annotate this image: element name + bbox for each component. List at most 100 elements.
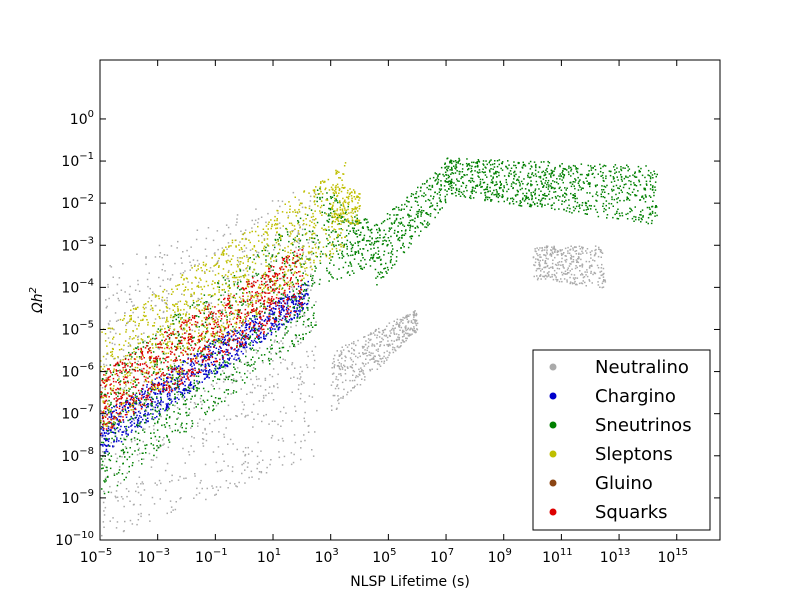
- data-point: [393, 332, 395, 334]
- data-point: [105, 476, 108, 479]
- data-point: [115, 440, 118, 443]
- data-point: [164, 270, 166, 272]
- data-point: [235, 300, 237, 302]
- data-point: [380, 258, 382, 261]
- data-point: [583, 209, 585, 211]
- data-point: [364, 376, 366, 378]
- data-point: [461, 176, 463, 178]
- data-point: [252, 403, 255, 406]
- data-point: [155, 304, 157, 307]
- data-point: [473, 180, 475, 183]
- data-point: [140, 373, 143, 375]
- data-point: [595, 185, 597, 188]
- data-point: [415, 322, 417, 325]
- data-point: [296, 292, 298, 294]
- data-point: [306, 239, 308, 241]
- data-point: [195, 387, 198, 389]
- data-point: [409, 224, 412, 226]
- data-point: [168, 439, 170, 441]
- data-point: [233, 366, 235, 368]
- data-point: [131, 356, 133, 358]
- data-point: [240, 388, 242, 390]
- data-point: [393, 328, 395, 330]
- data-point: [358, 234, 361, 236]
- data-point: [312, 279, 315, 282]
- data-point: [414, 227, 417, 229]
- data-point: [132, 392, 134, 394]
- data-point: [301, 254, 304, 257]
- data-point: [566, 273, 568, 275]
- data-point: [647, 169, 650, 172]
- data-point: [338, 366, 340, 368]
- data-point: [482, 160, 485, 162]
- data-point: [154, 422, 156, 425]
- data-point: [251, 284, 254, 286]
- data-point: [337, 359, 339, 361]
- data-point: [377, 363, 379, 365]
- data-point: [641, 209, 644, 211]
- data-point: [194, 343, 196, 345]
- data-point: [626, 197, 629, 199]
- data-point: [541, 182, 543, 184]
- data-point: [130, 431, 133, 433]
- data-point: [347, 205, 349, 208]
- data-point: [305, 284, 308, 286]
- data-point: [263, 335, 265, 338]
- data-point: [595, 208, 597, 211]
- data-point: [216, 330, 219, 332]
- data-point: [260, 340, 263, 343]
- data-point: [245, 341, 247, 343]
- data-point: [271, 254, 274, 256]
- data-point: [350, 265, 353, 267]
- data-point: [364, 336, 366, 338]
- data-point: [437, 175, 439, 178]
- data-point: [590, 169, 593, 171]
- data-point: [556, 279, 559, 281]
- data-point: [211, 431, 213, 433]
- data-point: [216, 354, 218, 356]
- data-point: [378, 331, 380, 333]
- data-point: [190, 381, 192, 383]
- data-point: [216, 230, 219, 232]
- data-point: [141, 391, 143, 393]
- data-point: [381, 272, 383, 274]
- data-point: [131, 386, 133, 388]
- data-point: [247, 462, 249, 464]
- data-point: [554, 250, 556, 252]
- data-point: [251, 219, 253, 222]
- data-point: [249, 257, 251, 259]
- data-point: [570, 257, 573, 260]
- data-point: [115, 392, 117, 394]
- data-point: [280, 313, 282, 316]
- data-point: [155, 333, 157, 335]
- data-point: [197, 425, 199, 427]
- data-point: [158, 412, 161, 415]
- data-point: [414, 200, 417, 202]
- data-point: [311, 396, 314, 398]
- data-point: [424, 183, 426, 185]
- data-point: [488, 196, 491, 199]
- data-point: [291, 363, 293, 366]
- data-point: [395, 339, 398, 341]
- data-point: [335, 244, 337, 247]
- data-point: [249, 311, 252, 314]
- data-point: [229, 418, 232, 420]
- data-point: [331, 276, 333, 278]
- data-point: [437, 181, 439, 183]
- data-point: [389, 228, 391, 231]
- data-point: [353, 341, 355, 343]
- data-point: [378, 257, 380, 259]
- data-point: [140, 515, 142, 518]
- data-point: [455, 184, 457, 186]
- data-point: [465, 184, 468, 187]
- data-point: [516, 189, 519, 192]
- data-point: [226, 418, 228, 421]
- data-point: [398, 325, 400, 327]
- data-point: [160, 398, 162, 400]
- data-point: [109, 459, 112, 462]
- series-chargino: [100, 280, 309, 454]
- data-point: [404, 328, 407, 330]
- data-point: [443, 185, 446, 187]
- data-point: [197, 422, 199, 424]
- data-point: [272, 283, 275, 286]
